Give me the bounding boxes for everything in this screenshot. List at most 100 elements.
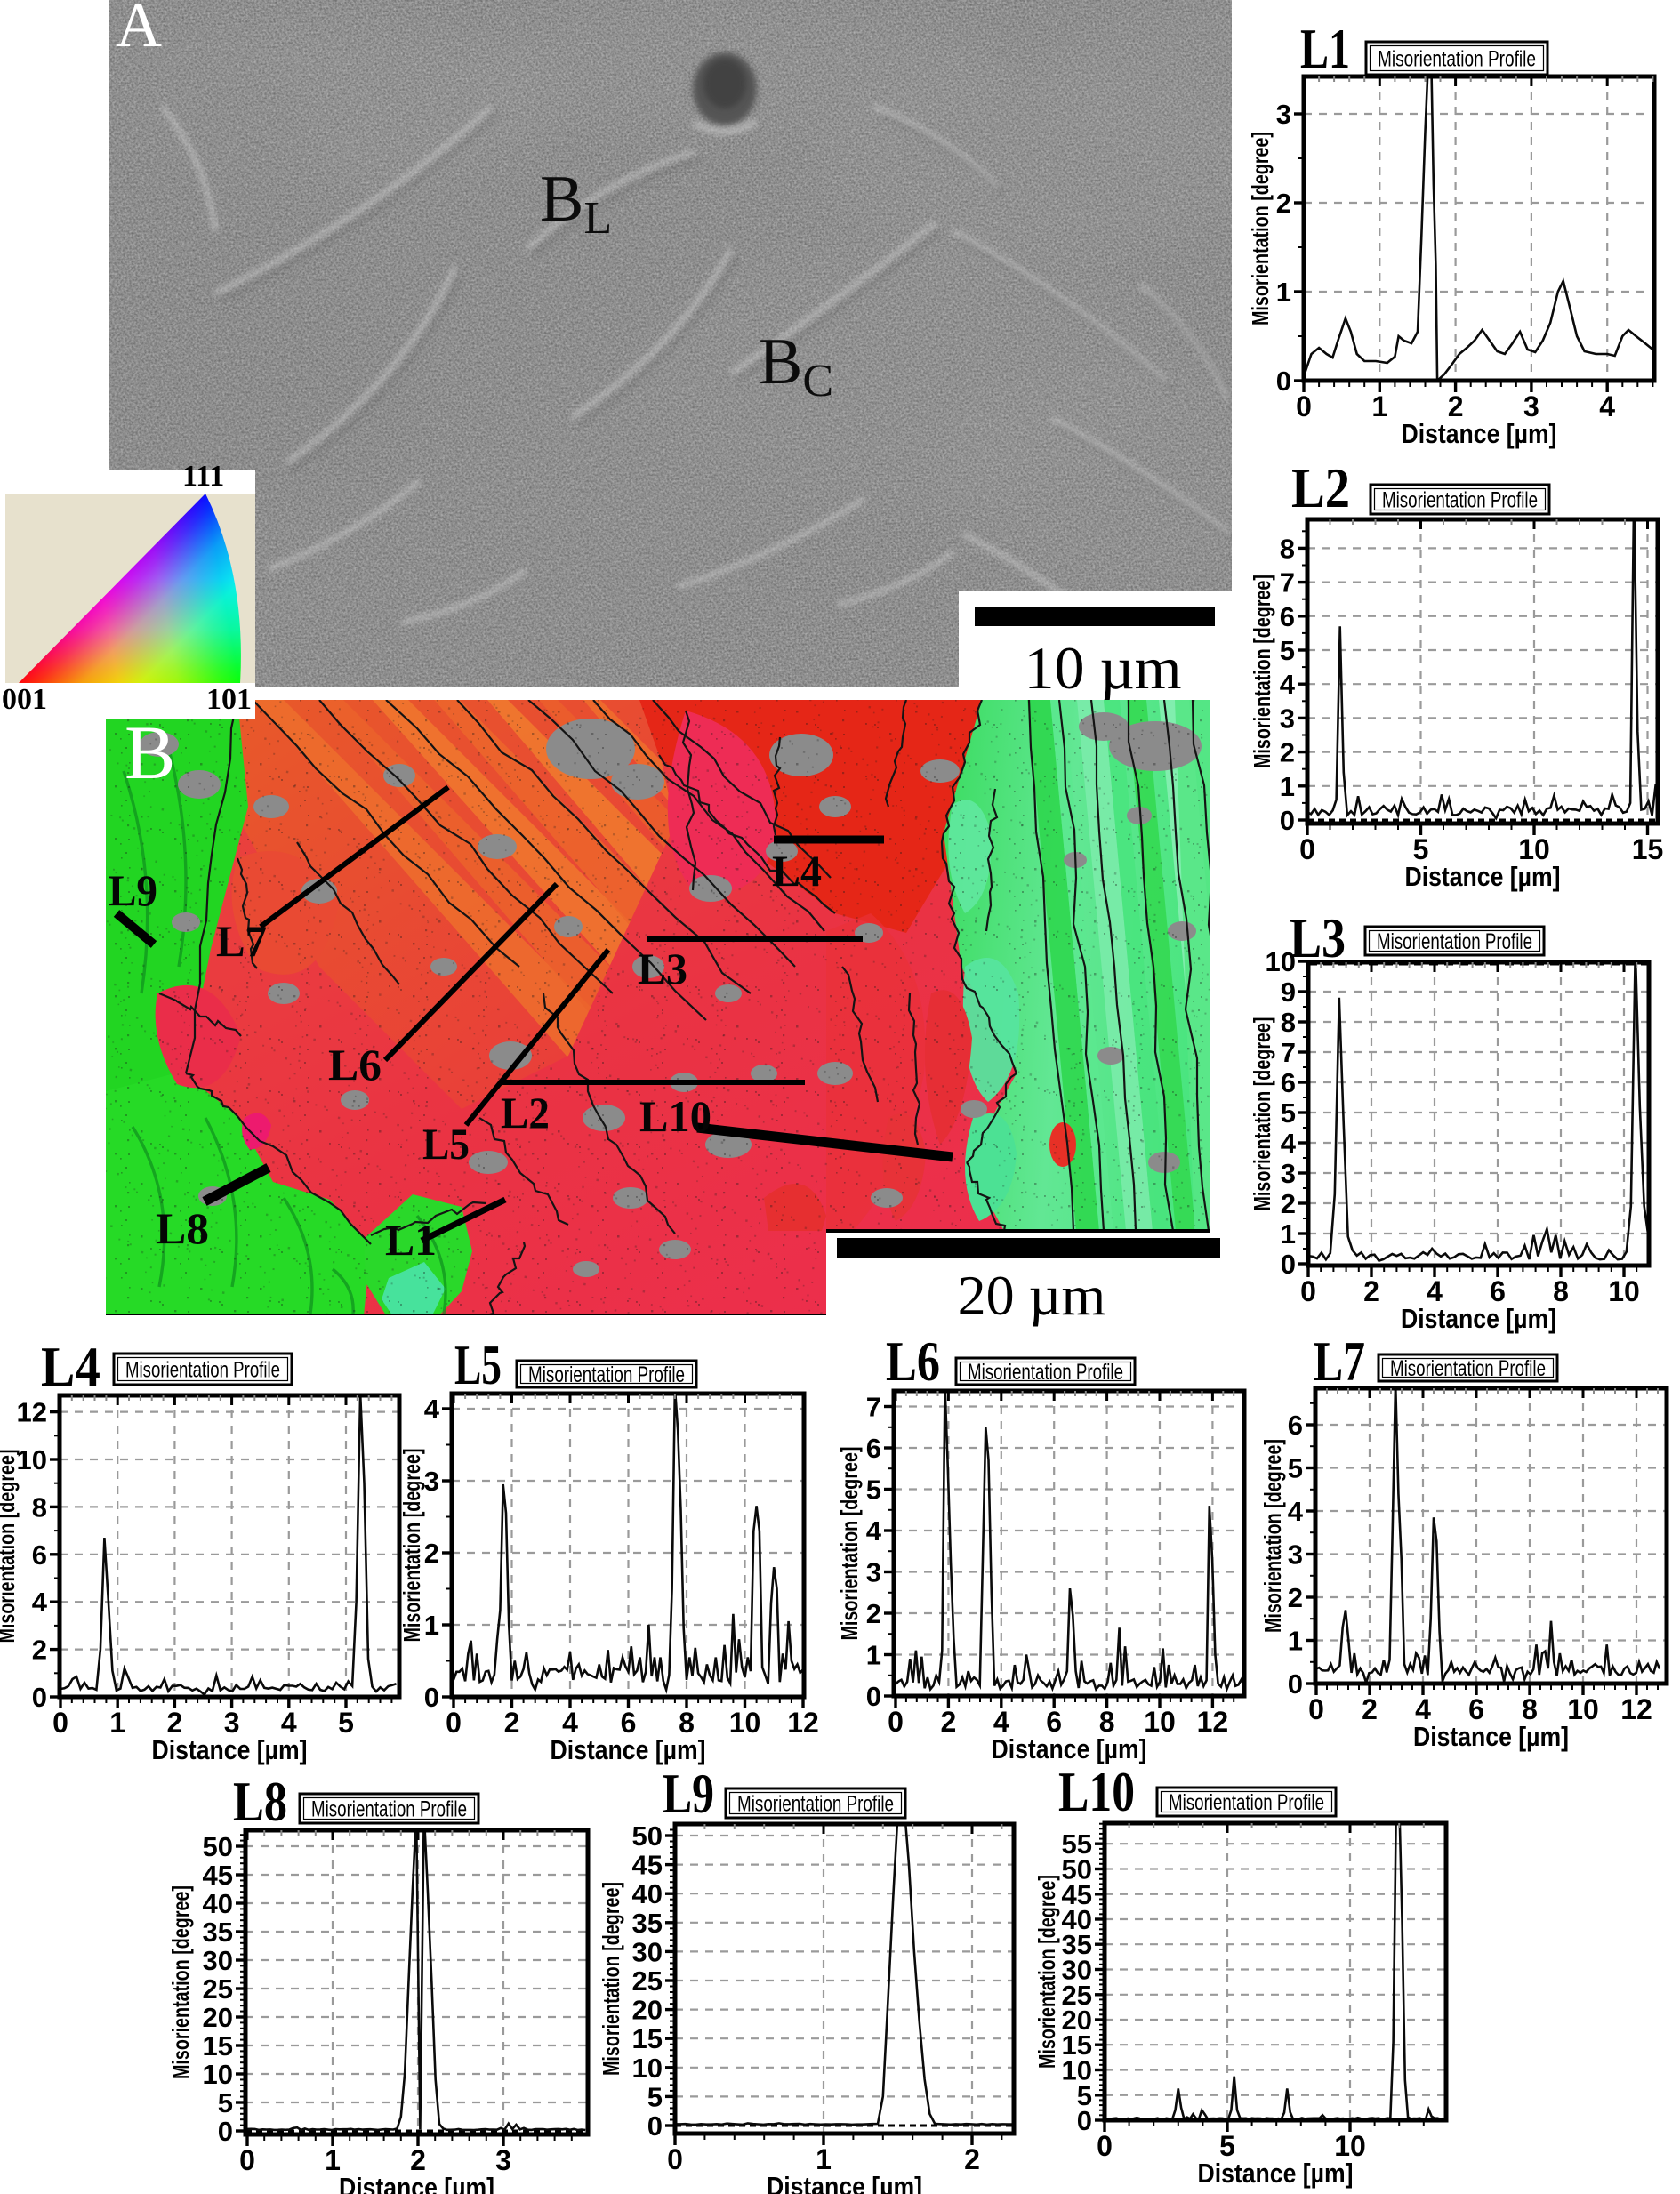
svg-text:10: 10	[17, 1444, 47, 1475]
svg-text:20: 20	[1062, 2005, 1092, 2036]
svg-text:Misorientation [degree]: Misorientation [degree]	[598, 1882, 624, 2076]
svg-text:Distance [µm]: Distance [µm]	[1413, 1721, 1569, 1752]
svg-text:30: 30	[632, 1936, 663, 1967]
svg-text:10: 10	[1266, 946, 1296, 977]
svg-text:5: 5	[866, 1475, 881, 1506]
svg-text:5: 5	[1077, 2080, 1092, 2111]
svg-text:10: 10	[1518, 833, 1550, 865]
svg-text:4: 4	[1427, 1275, 1443, 1307]
svg-text:1: 1	[1276, 277, 1291, 308]
svg-text:Misorientation Profile: Misorientation Profile	[1382, 488, 1538, 513]
svg-text:25: 25	[203, 1973, 233, 2005]
svg-text:1: 1	[424, 1610, 439, 1641]
svg-text:10: 10	[1334, 2130, 1366, 2162]
svg-text:3: 3	[1276, 99, 1291, 130]
svg-text:10: 10	[1062, 2055, 1092, 2086]
svg-text:BC: BC	[759, 325, 833, 406]
svg-text:Misorientation Profile: Misorientation Profile	[528, 1362, 685, 1387]
svg-text:L6: L6	[328, 1040, 382, 1089]
svg-text:2: 2	[1280, 737, 1295, 768]
svg-text:L7: L7	[216, 916, 267, 966]
svg-text:L4: L4	[41, 1335, 100, 1398]
svg-text:2: 2	[424, 1538, 439, 1569]
svg-text:10: 10	[1567, 1693, 1599, 1725]
svg-text:2: 2	[1363, 1275, 1379, 1307]
svg-text:Distance [µm]: Distance [µm]	[1198, 2158, 1354, 2189]
svg-text:10: 10	[203, 2059, 233, 2090]
svg-text:4: 4	[281, 1707, 297, 1739]
svg-text:50: 50	[203, 1831, 233, 1862]
svg-text:Misorientation Profile: Misorientation Profile	[1378, 47, 1536, 72]
svg-text:L9: L9	[663, 1762, 714, 1825]
svg-text:4: 4	[424, 1394, 440, 1425]
svg-text:4: 4	[1280, 669, 1296, 700]
svg-text:1: 1	[1371, 390, 1387, 422]
svg-text:0: 0	[1077, 2105, 1092, 2136]
svg-text:8: 8	[1522, 1693, 1538, 1725]
svg-text:6: 6	[1288, 1410, 1303, 1441]
svg-text:50: 50	[1062, 1854, 1092, 1885]
svg-text:1: 1	[816, 2143, 832, 2175]
svg-text:3: 3	[1523, 390, 1539, 422]
svg-text:A: A	[116, 0, 162, 60]
svg-text:5: 5	[1219, 2130, 1235, 2162]
svg-text:Distance [µm]: Distance [µm]	[152, 1734, 308, 1765]
svg-text:L10: L10	[639, 1091, 711, 1141]
svg-text:3: 3	[866, 1557, 881, 1588]
svg-text:8: 8	[1280, 533, 1295, 564]
svg-text:2: 2	[964, 2143, 980, 2175]
svg-text:L9: L9	[109, 865, 157, 915]
svg-text:8: 8	[32, 1491, 47, 1523]
svg-text:0: 0	[1281, 1249, 1296, 1280]
svg-text:2: 2	[1276, 188, 1291, 219]
svg-text:15: 15	[1062, 2029, 1092, 2061]
svg-text:15: 15	[203, 2030, 233, 2061]
svg-text:L6: L6	[886, 1330, 940, 1393]
svg-text:0: 0	[52, 1707, 68, 1739]
svg-text:Distance [µm]: Distance [µm]	[551, 1734, 706, 1765]
svg-text:7: 7	[866, 1392, 881, 1423]
svg-text:4: 4	[1288, 1496, 1304, 1527]
svg-text:6: 6	[1280, 601, 1295, 632]
svg-text:4: 4	[562, 1707, 578, 1739]
svg-text:B: B	[125, 710, 175, 795]
svg-text:35: 35	[1062, 1929, 1092, 1960]
svg-text:0: 0	[446, 1707, 462, 1739]
svg-text:3: 3	[224, 1707, 240, 1739]
svg-text:2: 2	[1281, 1188, 1296, 1219]
svg-text:0: 0	[647, 2110, 663, 2142]
svg-text:3: 3	[1280, 703, 1295, 734]
svg-text:15: 15	[1632, 833, 1664, 865]
svg-text:0: 0	[1288, 1668, 1303, 1700]
svg-text:6: 6	[1468, 1693, 1484, 1725]
svg-text:L2: L2	[1291, 456, 1350, 519]
svg-text:Distance [µm]: Distance [µm]	[1402, 418, 1557, 449]
svg-text:8: 8	[1281, 1007, 1296, 1038]
svg-text:L5: L5	[454, 1333, 502, 1396]
svg-text:L5: L5	[422, 1119, 470, 1169]
svg-text:45: 45	[1062, 1879, 1092, 1910]
svg-text:10: 10	[632, 2053, 663, 2084]
svg-text:4: 4	[993, 1706, 1009, 1738]
svg-text:8: 8	[1553, 1275, 1569, 1307]
svg-text:35: 35	[203, 1917, 233, 1948]
svg-text:2: 2	[866, 1598, 881, 1629]
svg-text:50: 50	[632, 1820, 663, 1852]
svg-text:12: 12	[17, 1397, 47, 1428]
svg-text:Misorientation [degree]: Misorientation [degree]	[1247, 132, 1274, 325]
svg-text:Misorientation Profile: Misorientation Profile	[1390, 1356, 1546, 1381]
svg-text:2: 2	[504, 1707, 520, 1739]
svg-text:10: 10	[1144, 1706, 1176, 1738]
svg-text:3: 3	[1281, 1158, 1296, 1189]
svg-text:0: 0	[1308, 1693, 1324, 1725]
svg-text:45: 45	[203, 1860, 233, 1891]
svg-text:0: 0	[218, 2116, 233, 2147]
svg-text:5: 5	[218, 2087, 233, 2118]
svg-text:45: 45	[632, 1850, 663, 1881]
svg-text:5: 5	[1413, 833, 1429, 865]
svg-text:L3: L3	[638, 944, 687, 993]
svg-text:25: 25	[632, 1965, 663, 1997]
svg-text:9: 9	[1281, 976, 1296, 1008]
svg-text:12: 12	[1197, 1706, 1229, 1738]
svg-text:40: 40	[632, 1878, 663, 1909]
